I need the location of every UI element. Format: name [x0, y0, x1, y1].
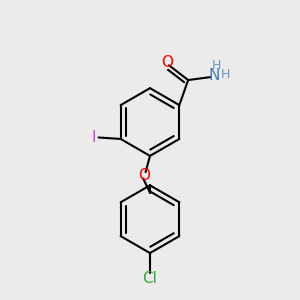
Text: Cl: Cl [142, 271, 158, 286]
Text: O: O [161, 55, 173, 70]
Text: N: N [208, 68, 220, 83]
Text: O: O [138, 167, 150, 182]
Text: H: H [212, 59, 221, 72]
Text: H: H [220, 68, 230, 81]
Text: I: I [91, 130, 95, 145]
